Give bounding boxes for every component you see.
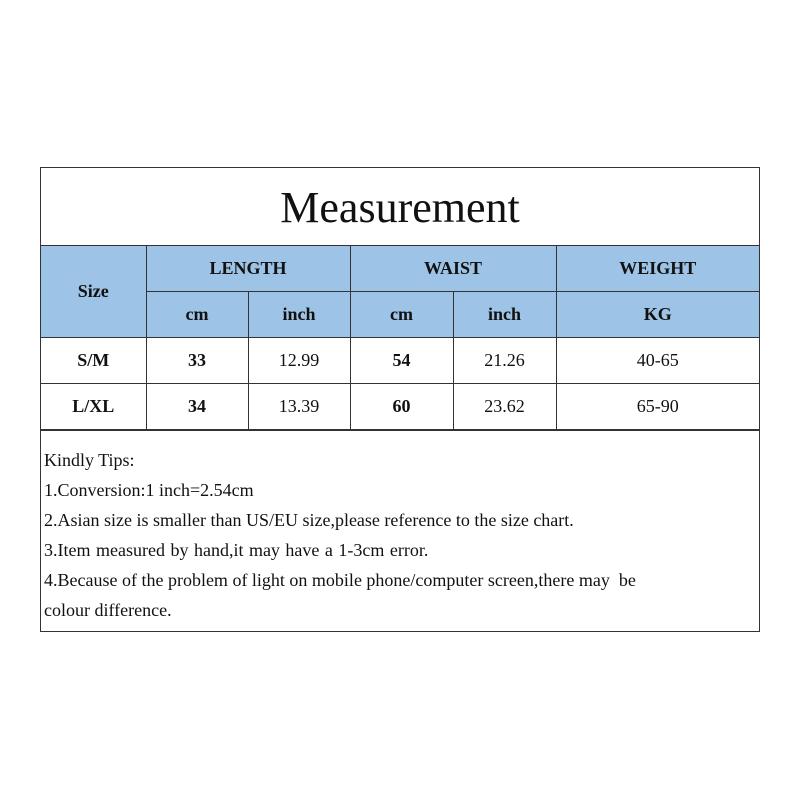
cell-length-inch: 13.39	[247, 383, 351, 430]
tip-item: 2.Asian size is smaller than US/EU size,…	[44, 510, 574, 530]
header-size: Size	[41, 246, 147, 338]
cell-size: L/XL	[41, 383, 147, 430]
tip-item: 4.Because of the problem of light on mob…	[44, 570, 636, 590]
header-weight: WEIGHT	[555, 246, 759, 292]
cell-waist-inch: 23.62	[452, 383, 557, 430]
cell-weight: 65-90	[555, 383, 759, 430]
tip-item: colour difference.	[44, 600, 172, 620]
tips-section: Kindly Tips: 1.Conversion:1 inch=2.54cm …	[41, 430, 759, 625]
header-weight-kg: KG	[555, 291, 759, 338]
header-length-cm: cm	[146, 291, 249, 338]
subheader-row: cm inch cm inch KG	[41, 291, 759, 338]
cell-waist-cm: 54	[349, 337, 454, 384]
table-row: S/M 33 12.99 54 21.26 40-65	[41, 337, 759, 384]
size-table: Size LENGTH WAIST WEIGHT cm inch cm inch…	[41, 246, 759, 430]
tip-item: 1.Conversion:1 inch=2.54cm	[44, 480, 254, 500]
cell-waist-cm: 60	[349, 383, 454, 430]
cell-length-inch: 12.99	[247, 337, 351, 384]
header-row: Size LENGTH WAIST WEIGHT	[41, 246, 759, 338]
cell-length-cm: 34	[145, 383, 249, 430]
cell-waist-inch: 21.26	[452, 337, 557, 384]
header-length: LENGTH	[145, 246, 351, 292]
cell-length-cm: 33	[145, 337, 249, 384]
header-waist: WAIST	[349, 246, 557, 292]
header-waist-inch: inch	[452, 291, 557, 338]
header-waist-cm: cm	[349, 291, 454, 338]
chart-title: Measurement	[41, 168, 759, 246]
table-row: L/XL 34 13.39 60 23.62 65-90	[41, 383, 759, 430]
header-length-inch: inch	[247, 291, 351, 338]
cell-size: S/M	[41, 337, 147, 384]
tips-heading: Kindly Tips:	[44, 450, 135, 470]
tip-item: 3.Item measured by hand,it may have a 1-…	[44, 540, 429, 560]
size-chart: Measurement Size LENGTH WAIST WEIGHT cm …	[40, 167, 760, 632]
cell-weight: 40-65	[555, 337, 759, 384]
